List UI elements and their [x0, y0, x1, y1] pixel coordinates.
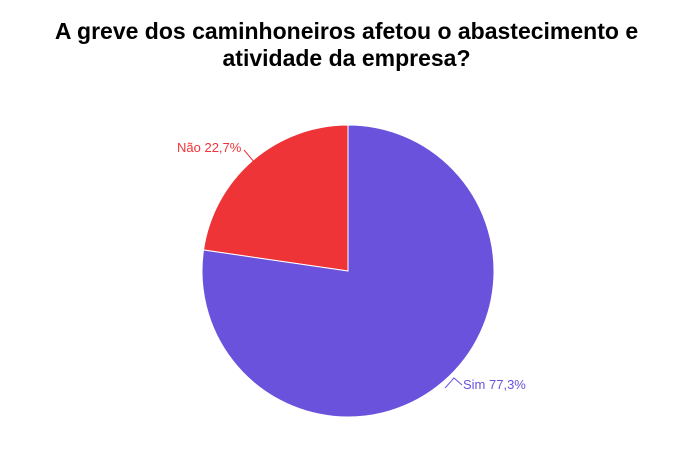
- chart-title-line-2: atividade da empresa?: [222, 45, 471, 71]
- slice-label-0: Não 22,7%: [177, 140, 242, 155]
- leader-line-0: [243, 149, 256, 164]
- chart-title: A greve dos caminhoneiros afetou o abast…: [0, 18, 693, 72]
- pie-slice-sim: [201, 124, 495, 418]
- chart-title-line-1: A greve dos caminhoneiros afetou o abast…: [54, 18, 639, 44]
- leader-line-1: [444, 377, 463, 389]
- slice-label-1: Sim 77,3%: [463, 377, 526, 392]
